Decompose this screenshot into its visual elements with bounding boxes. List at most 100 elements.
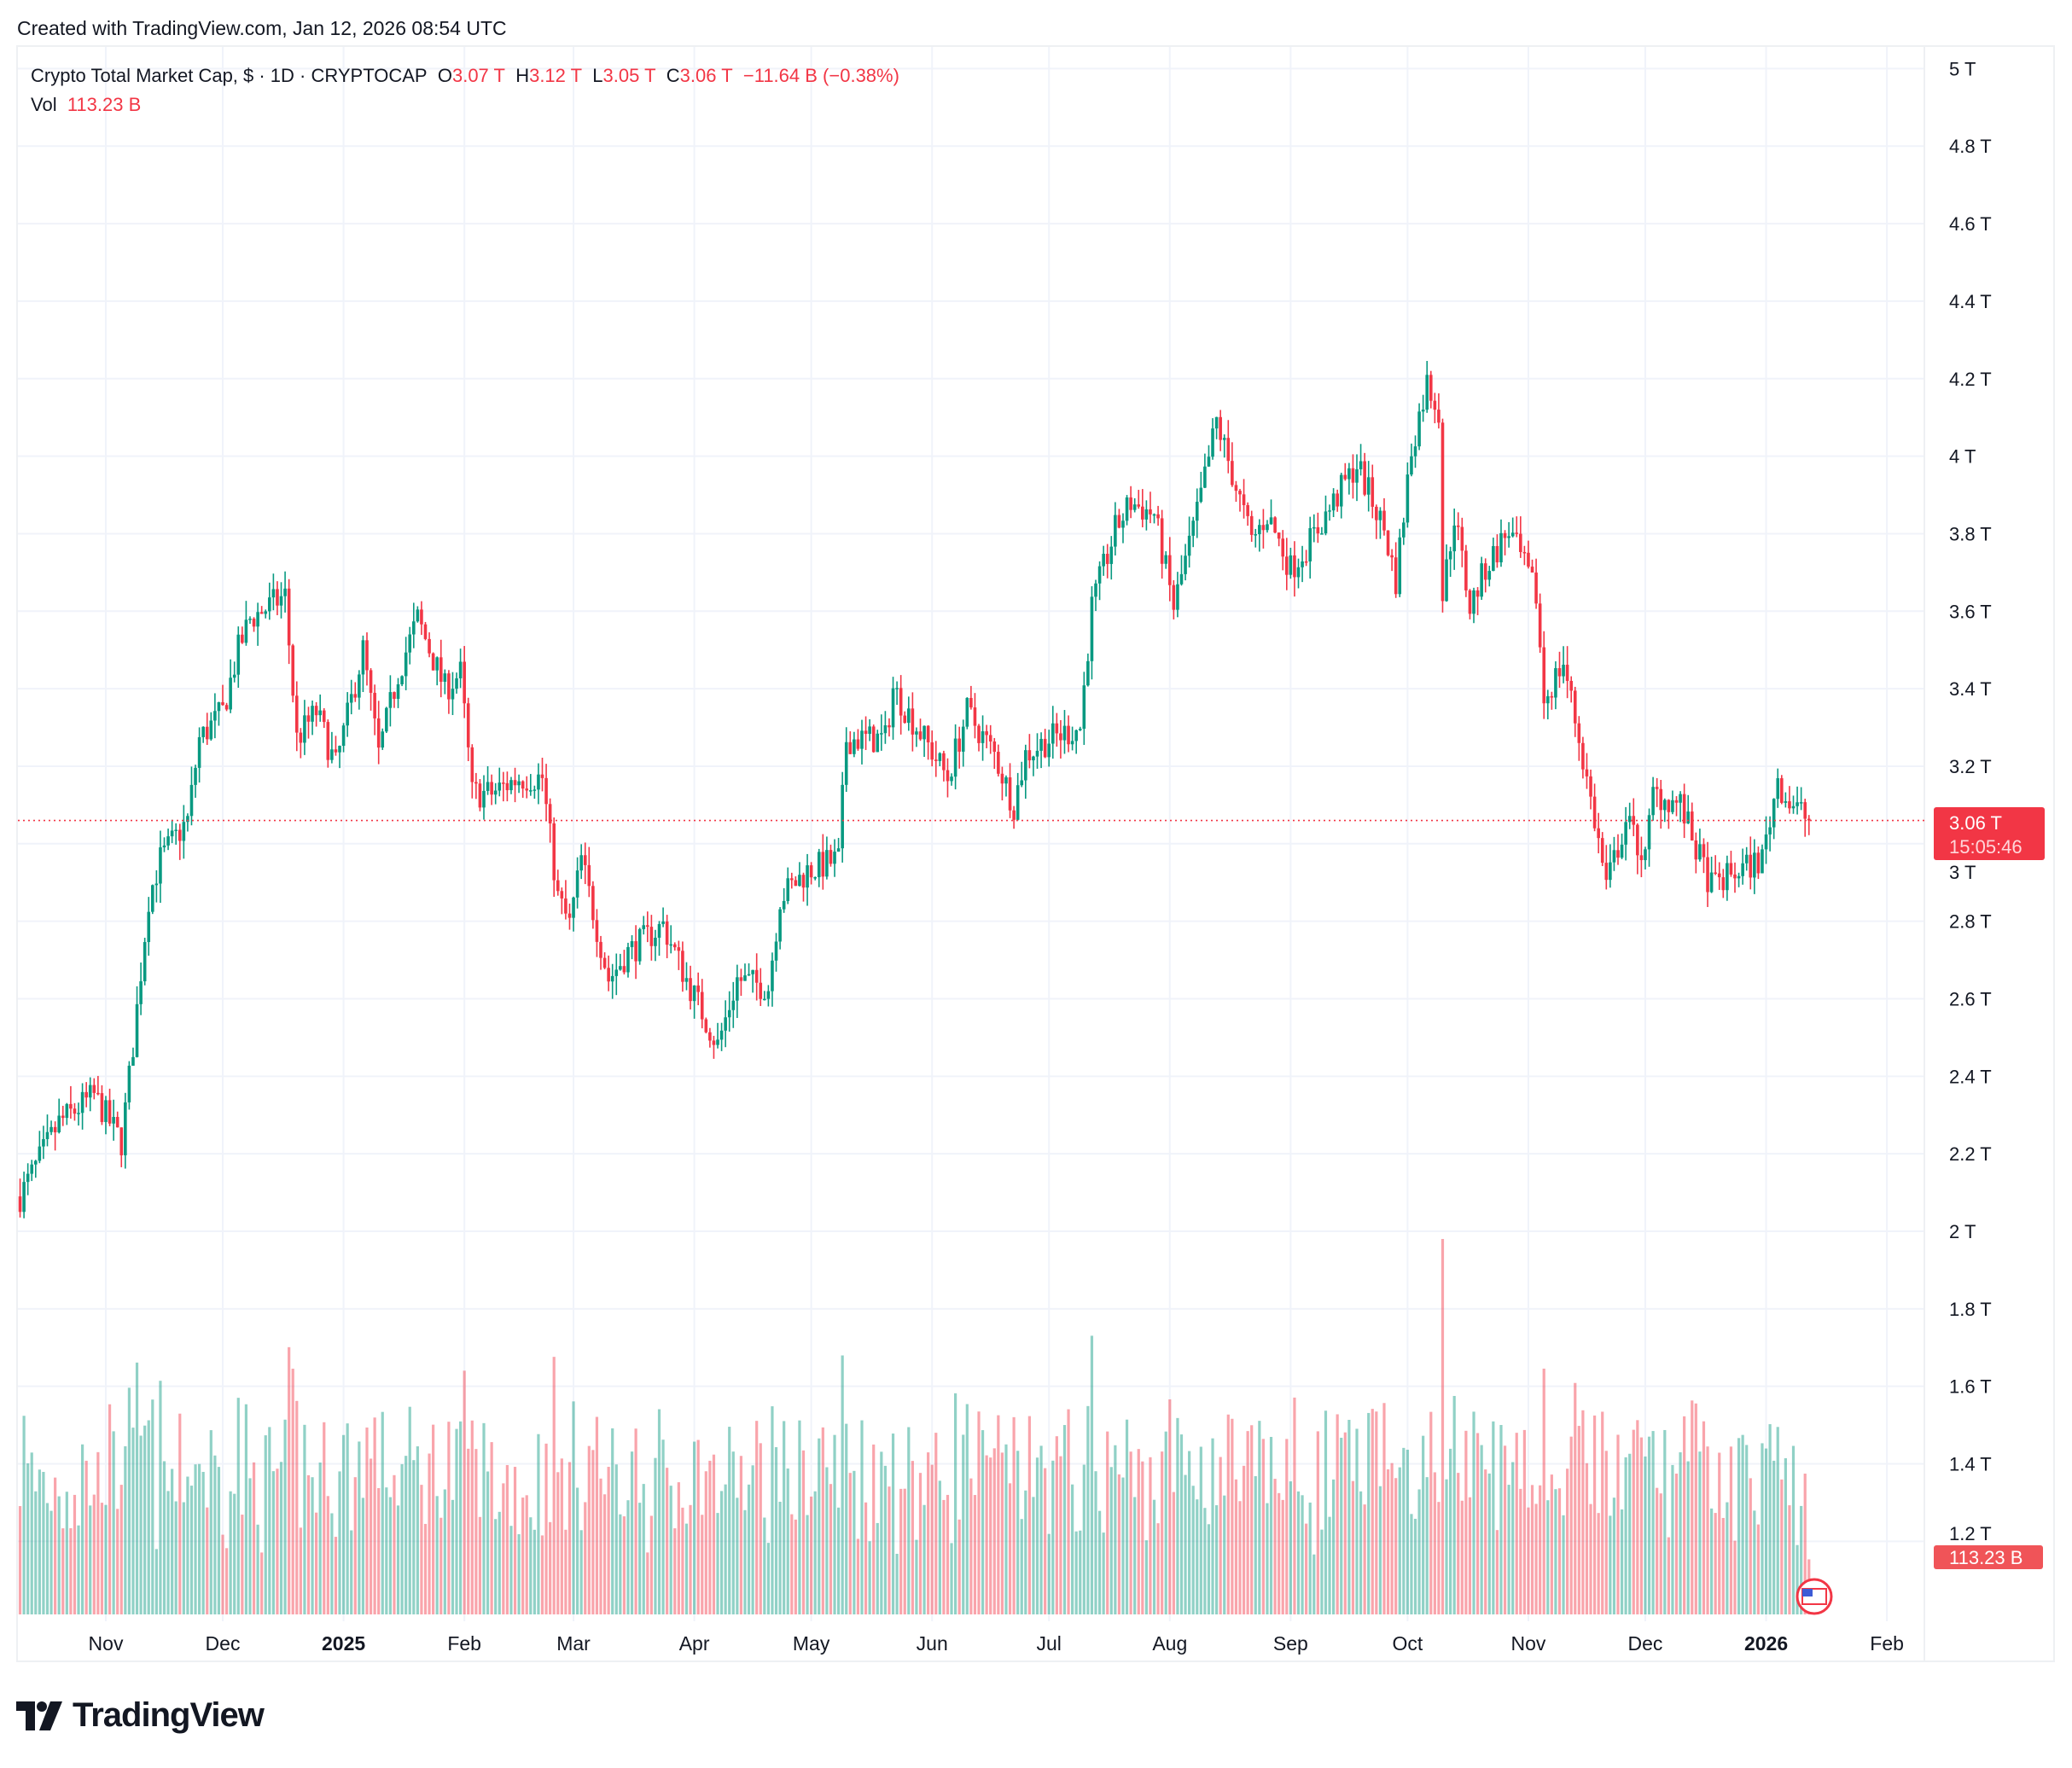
candle-body [961, 726, 965, 752]
volume-bar [428, 1453, 431, 1614]
volume-bar [818, 1438, 821, 1614]
volume-bar [73, 1494, 77, 1614]
volume-bar [162, 1461, 166, 1614]
candle-body [381, 731, 385, 748]
candle-body [552, 823, 556, 881]
candle-body [365, 640, 369, 671]
volume-bar [1569, 1436, 1573, 1614]
candle-body [1027, 750, 1032, 761]
candle-body [911, 708, 915, 735]
candle-body [1406, 474, 1410, 523]
candle-body [950, 776, 953, 782]
volume-bar [1008, 1483, 1012, 1614]
volume-bar [260, 1552, 264, 1614]
volume-bar [1683, 1416, 1686, 1614]
candle-body [1714, 872, 1717, 875]
candle-body [57, 1115, 61, 1133]
candle-body [1799, 802, 1803, 804]
candle-body [1366, 477, 1371, 495]
candle-body [1024, 750, 1027, 781]
tradingview-logo[interactable]: TradingView [16, 1696, 265, 1735]
volume-bar [654, 1457, 657, 1614]
candle-body [236, 634, 241, 675]
candle-body [1016, 785, 1020, 820]
candle-body [493, 790, 498, 795]
candle-body [572, 897, 575, 918]
candle-body [649, 927, 654, 946]
candle-body [244, 619, 248, 643]
candle-body [747, 974, 751, 976]
x-tick-label: Nov [1511, 1632, 1546, 1655]
y-tick-label: 4.8 T [1949, 136, 1992, 157]
volume-bar [1109, 1467, 1113, 1614]
volume-bar [1550, 1474, 1553, 1614]
candle-body [80, 1091, 84, 1114]
volume-bar [1106, 1431, 1109, 1614]
volume-bar [537, 1434, 540, 1614]
candle-body [1768, 827, 1772, 835]
candle-body [186, 816, 189, 823]
volume-bar [739, 1456, 743, 1614]
candle-body [182, 822, 186, 841]
volume-bar [642, 1484, 645, 1614]
volume-bar [213, 1455, 217, 1614]
volume-bar [455, 1428, 458, 1614]
volume-bar [1196, 1499, 1199, 1614]
volume-bar [876, 1522, 879, 1614]
volume-bar [1679, 1452, 1682, 1614]
candle-body [556, 880, 560, 892]
candle-body [264, 611, 268, 614]
candle-body [1222, 438, 1226, 440]
candle-body [268, 597, 271, 612]
volume-bar [1464, 1430, 1468, 1614]
volume-bar [100, 1503, 104, 1614]
volume-bar [1402, 1447, 1406, 1614]
candle-body [463, 661, 466, 704]
volume-bar [1367, 1412, 1371, 1614]
candle-body [1160, 518, 1164, 564]
candle-body [708, 1032, 712, 1041]
volume-bar [1691, 1400, 1694, 1614]
volume-bar [1278, 1492, 1281, 1614]
ohlc-legend: Crypto Total Market Cap, $ · 1D · CRYPTO… [31, 65, 899, 87]
volume-bar [903, 1488, 906, 1614]
volume-bar [1375, 1411, 1378, 1614]
volume-bar [1351, 1480, 1355, 1614]
candle-body [334, 749, 338, 753]
candle-body [564, 898, 567, 914]
candle-body [1452, 525, 1456, 552]
candle-body [1655, 787, 1659, 789]
volume-bar [1312, 1554, 1316, 1614]
candle-body [1336, 493, 1339, 507]
candle-body [1355, 468, 1359, 483]
volume-bar [891, 1434, 895, 1614]
volume-bar [1250, 1425, 1254, 1614]
us-flag-icon-canton [1802, 1589, 1813, 1596]
volume-bar [794, 1519, 797, 1614]
volume-bar [657, 1409, 661, 1614]
candle-body [704, 1019, 708, 1032]
candle-body [291, 645, 295, 696]
candle-body [938, 753, 942, 761]
candle-body [303, 715, 306, 743]
symbol-title[interactable]: Crypto Total Market Cap, $ · 1D · CRYPTO… [31, 65, 428, 86]
candle-body [201, 726, 205, 737]
candle-body [1394, 557, 1398, 595]
volume-bar [1281, 1499, 1284, 1614]
candle-body [26, 1173, 30, 1183]
candle-body [486, 782, 490, 791]
volume-bar [264, 1435, 267, 1614]
candle-body [754, 969, 759, 983]
candle-body [1674, 800, 1679, 803]
candle-body [131, 1056, 135, 1066]
candle-body [1667, 800, 1671, 812]
volume-bar [365, 1427, 369, 1614]
volume-bar [1694, 1403, 1697, 1614]
candle-body [478, 783, 482, 808]
candle-body [1359, 461, 1363, 469]
volume-bar [716, 1513, 719, 1614]
volume-bar [1780, 1479, 1784, 1614]
volume-bar [470, 1420, 474, 1614]
volume-bar [346, 1423, 349, 1614]
